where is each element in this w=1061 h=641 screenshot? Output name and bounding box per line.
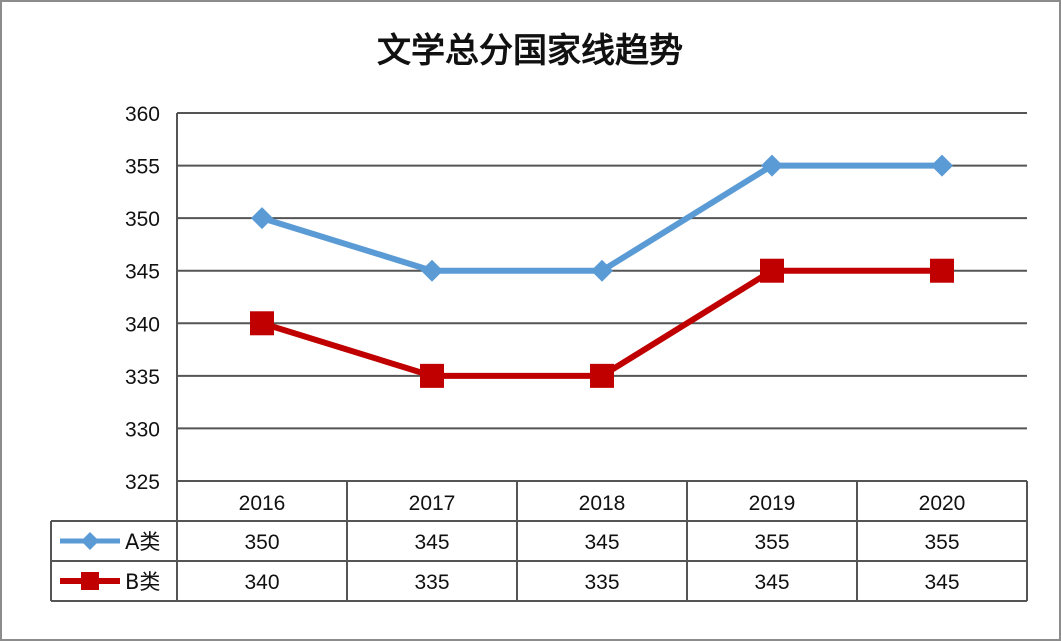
x-category-label: 2020 [919, 492, 966, 515]
y-tick-label: 345 [125, 261, 160, 284]
data-point [591, 259, 613, 282]
data-point [420, 363, 444, 388]
y-axis-ticks: 325 330 335 340 345 350 355 360 [125, 103, 160, 494]
y-tick-label: 355 [125, 156, 160, 179]
table-value: 350 [244, 531, 279, 554]
table-value: 345 [414, 531, 449, 554]
table-value: 340 [244, 571, 279, 594]
data-point [421, 259, 443, 282]
x-category-label: 2019 [749, 492, 796, 515]
table-value: 345 [584, 531, 619, 554]
data-point [251, 207, 273, 230]
table-value: 335 [584, 571, 619, 594]
table-value: 355 [924, 531, 959, 554]
table-value: 355 [754, 531, 789, 554]
table-value: 345 [924, 571, 959, 594]
data-table: 2016 2017 2018 2019 2020 A类 350 345 345 355 355 B类 3… [50, 480, 1028, 602]
y-tick-label: 340 [125, 313, 160, 336]
data-point [931, 154, 953, 177]
data-point [760, 258, 784, 283]
data-point [250, 311, 274, 336]
legend-label: A类 [125, 530, 160, 554]
table-value: 335 [414, 571, 449, 594]
y-tick-label: 360 [125, 103, 160, 126]
series-lines [250, 154, 954, 388]
x-category-label: 2016 [239, 492, 286, 515]
data-point [590, 363, 614, 388]
data-point [761, 154, 783, 177]
legend-marker [81, 572, 99, 590]
data-point [930, 258, 954, 283]
legend-marker [81, 532, 99, 550]
x-category-label: 2017 [409, 492, 456, 515]
chart-title: 文学总分国家线趋势 [377, 31, 683, 71]
y-tick-label: 325 [125, 471, 160, 494]
y-tick-label: 335 [125, 366, 160, 389]
x-category-label: 2018 [579, 492, 626, 515]
table-value: 345 [754, 571, 789, 594]
y-tick-label: 350 [125, 208, 160, 231]
legend-label: B类 [125, 570, 160, 594]
y-tick-label: 330 [125, 418, 160, 441]
